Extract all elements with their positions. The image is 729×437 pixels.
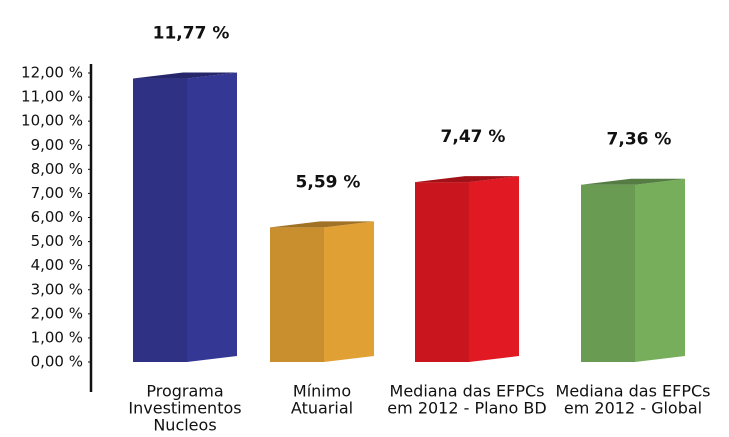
y-tick-label: 8,00 %: [31, 160, 83, 178]
value-label: 7,47 %: [441, 127, 506, 147]
x-tick-label: Programa: [146, 382, 223, 401]
y-tick-label: 11,00 %: [21, 88, 83, 106]
value-label: 7,36 %: [607, 130, 672, 150]
bar-top: [270, 221, 374, 228]
y-tick-label: 1,00 %: [31, 328, 83, 346]
bar-front: [415, 182, 469, 362]
y-tick-label: 12,00 %: [21, 64, 83, 82]
x-tick-label: Nucleos: [153, 416, 216, 435]
x-tick-label: Atuarial: [291, 399, 353, 418]
y-tick-label: 0,00 %: [31, 353, 83, 371]
x-tick-label: Mediana das EFPCs: [390, 382, 545, 401]
value-label: 11,77 %: [153, 24, 230, 44]
bar-front: [133, 78, 187, 362]
bar: [270, 221, 374, 362]
bar-side: [469, 176, 519, 362]
bar-top: [415, 176, 519, 183]
y-tick-label: 2,00 %: [31, 304, 83, 322]
value-label: 5,59 %: [296, 172, 361, 192]
y-tick-label: 10,00 %: [21, 112, 83, 130]
bar-top: [581, 178, 685, 185]
bar-side: [635, 178, 685, 362]
y-tick-label: 7,00 %: [31, 184, 83, 202]
bar: [133, 72, 237, 362]
bar-side: [187, 72, 237, 362]
y-tick-label: 6,00 %: [31, 208, 83, 226]
x-tick-label: Mínimo: [293, 382, 351, 401]
x-tick-label: em 2012 - Plano BD: [387, 399, 546, 418]
x-tick-label: Investimentos: [128, 399, 241, 418]
y-tick-label: 9,00 %: [31, 136, 83, 154]
y-tick-label: 3,00 %: [31, 280, 83, 298]
y-tick-label: 5,00 %: [31, 232, 83, 250]
bar-side: [324, 221, 374, 362]
bar-front: [581, 184, 635, 362]
bar: [415, 176, 519, 362]
bar-top: [133, 72, 237, 79]
bar-front: [270, 227, 324, 362]
x-tick-label: em 2012 - Global: [564, 399, 702, 418]
bar: [581, 178, 685, 362]
y-tick-label: 4,00 %: [31, 256, 83, 274]
x-tick-label: Mediana das EFPCs: [556, 382, 711, 401]
